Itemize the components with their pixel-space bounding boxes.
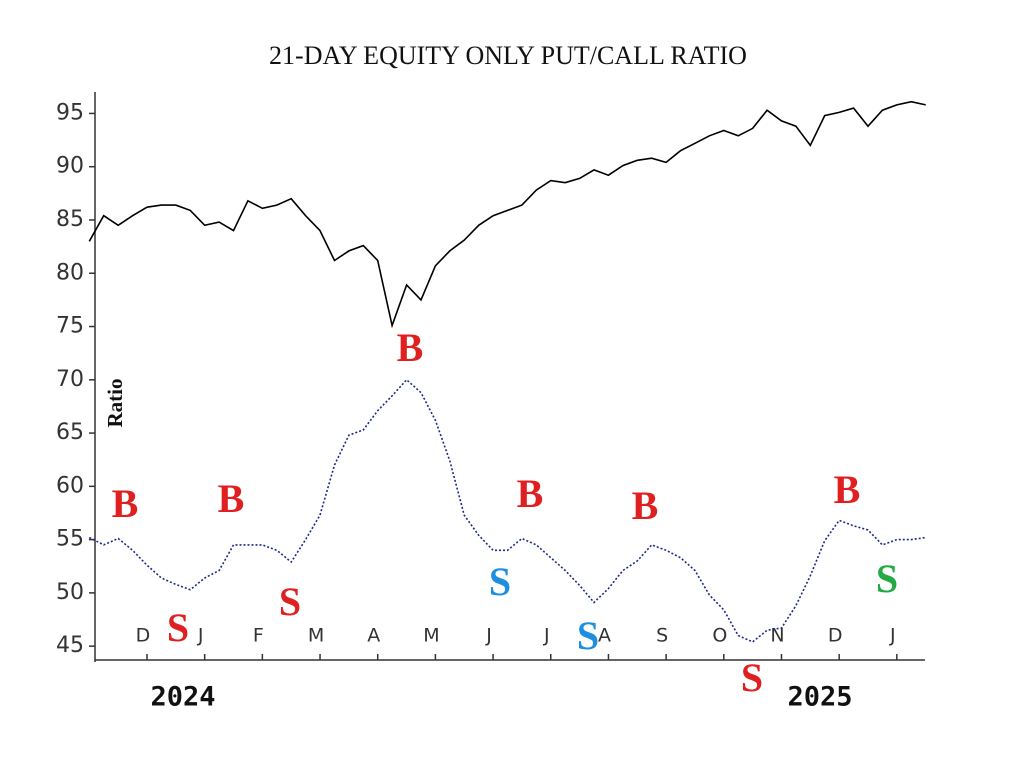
- signal-label: S: [876, 556, 898, 601]
- y-tick-label: 75: [56, 314, 84, 339]
- signal-label: B: [218, 476, 245, 521]
- signal-label: B: [834, 467, 861, 512]
- y-tick-label: 80: [56, 260, 84, 285]
- x-tick-label: J: [197, 625, 204, 647]
- x-tick-label: F: [253, 625, 264, 647]
- signal-label: S: [741, 655, 763, 700]
- chart-title: 21-DAY EQUITY ONLY PUT/CALL RATIO: [269, 41, 747, 70]
- x-tick-label: N: [770, 625, 784, 647]
- y-axis-label: Ratio: [103, 379, 127, 428]
- y-tick-label: 45: [56, 633, 84, 658]
- year-label: 2024: [150, 682, 215, 713]
- x-tick-label: M: [308, 625, 324, 647]
- y-tick-label: 55: [56, 527, 84, 552]
- x-tick-label: J: [889, 625, 896, 647]
- signal-label: B: [397, 325, 424, 370]
- series-line: [88, 378, 926, 643]
- signal-label: S: [279, 579, 301, 624]
- y-tick-label: 70: [56, 367, 84, 392]
- signal-label: B: [517, 471, 544, 516]
- signal-label: S: [577, 613, 599, 658]
- y-tick-label: 95: [56, 100, 84, 125]
- x-tick-label: J: [543, 625, 550, 647]
- x-tick-label: O: [712, 625, 727, 647]
- x-tick-label: D: [136, 625, 151, 647]
- x-tick-label: A: [367, 625, 380, 647]
- signal-label: S: [489, 559, 511, 604]
- signal-label: S: [167, 605, 189, 650]
- x-tick-label: D: [828, 625, 843, 647]
- signal-label: B: [112, 481, 139, 526]
- y-tick-label: 85: [56, 207, 84, 232]
- y-tick-label: 65: [56, 420, 84, 445]
- y-tick-label: 50: [56, 580, 84, 605]
- x-tick-label: M: [423, 625, 439, 647]
- year-label: 2025: [787, 682, 852, 713]
- y-tick-label: 60: [56, 473, 84, 498]
- x-tick-label: A: [598, 625, 611, 647]
- x-tick-label: J: [485, 625, 492, 647]
- y-tick-label: 90: [56, 154, 84, 179]
- series-line: [88, 100, 926, 329]
- signal-label: B: [632, 483, 659, 528]
- x-tick-label: S: [656, 625, 668, 647]
